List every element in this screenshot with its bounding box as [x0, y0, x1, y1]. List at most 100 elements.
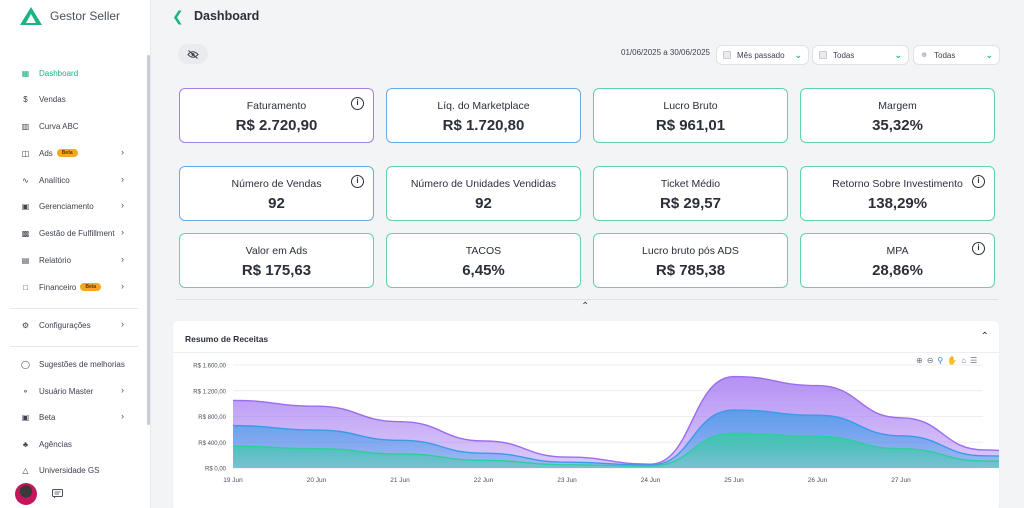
home-icon[interactable]: ⌂ [961, 356, 967, 365]
building-icon: ▥ [21, 121, 30, 131]
sidebar-item-anal-tico[interactable]: ∿ Analítico › [20, 172, 130, 188]
metric-label: Líq. do Marketplace [437, 100, 530, 112]
info-icon[interactable]: i [972, 242, 985, 255]
sidebar-item-label: Analítico [39, 175, 70, 185]
sidebar-item-label: Beta [39, 412, 56, 422]
bulb-icon: ◯ [21, 359, 30, 369]
back-chevron-icon[interactable]: ❮ [172, 8, 184, 24]
metric-card-mpa: MPA 28,86% i [800, 233, 995, 288]
metric-value: 138,29% [867, 195, 928, 212]
metric-card-tacos: TACOS 6,45% [386, 233, 581, 288]
metric-value: R$ 1.720,80 [442, 117, 525, 134]
chat-icon[interactable] [52, 489, 63, 499]
metric-label: Lucro Bruto [663, 100, 718, 112]
sidebar-item-configura-es[interactable]: ⚙ Configurações › [20, 317, 130, 333]
info-icon[interactable]: i [972, 175, 985, 188]
x-tick-label: 20 Jun [307, 477, 327, 484]
sidebar-item-dashboard[interactable]: ▦ Dashboard [20, 65, 130, 81]
account-select[interactable]: ☻ Todas ⌄ [913, 45, 1000, 65]
beta-badge: Beta [56, 149, 78, 157]
metric-label: Faturamento [246, 100, 307, 112]
series-line-2 [232, 432, 999, 467]
series-line-0 [232, 375, 999, 465]
zoom-out-icon[interactable]: ⊖ [926, 356, 934, 365]
metric-value: R$ 785,38 [655, 262, 726, 279]
metric-value: R$ 29,57 [660, 195, 721, 212]
sidebar-item-ag-ncias[interactable]: ♣ Agências [20, 436, 130, 452]
chart-toolbar: ⊕ ⊖ ⚲ ✋ ⌂ ☰ [916, 356, 977, 365]
sidebar-item-gest-o-de-fulfillment[interactable]: ▩ Gestão de Fulfillment › [20, 225, 130, 241]
sidebar-divider [10, 308, 138, 309]
brand[interactable]: Gestor Seller [20, 7, 120, 25]
metric-card-margem: Margem 35,32% [800, 88, 995, 143]
y-tick-label: R$ 1.200,00 [193, 389, 226, 395]
sidebar-item-label: Vendas [39, 94, 66, 104]
avatar[interactable] [15, 483, 37, 505]
metric-label: Número de Vendas [231, 178, 322, 190]
metric-label: Margem [878, 100, 917, 112]
sidebar-item-vendas[interactable]: $ Vendas [20, 91, 130, 107]
metric-label: TACOS [465, 245, 502, 257]
sidebar-item-financeiro[interactable]: □ Financeiro Beta › [20, 279, 130, 295]
y-tick-label: R$ 1.600,00 [193, 364, 226, 370]
series-line-1 [232, 409, 999, 466]
sidebar-item-label: Ads [39, 148, 53, 158]
x-tick-label: 26 Jun [808, 477, 828, 484]
sidebar-item-label: Usuário Master [39, 386, 94, 396]
metric-card-lucro-bruto: Lucro Bruto R$ 961,01 [593, 88, 788, 143]
period-select[interactable]: Mês passado ⌄ [716, 45, 809, 65]
metric-label: Valor em Ads [245, 245, 308, 257]
pan-hand-icon[interactable]: ✋ [947, 356, 958, 365]
sidebar-item-label: Configurações [39, 320, 91, 330]
x-tick-label: 24 Jun [641, 477, 661, 484]
sidebar-item-label: Agências [39, 439, 72, 449]
metric-card-retorno-sobre-investimento: Retorno Sobre Investimento 138,29% i [800, 166, 995, 221]
dollar-icon: $ [23, 94, 28, 104]
page-title: Dashboard [194, 9, 260, 23]
chevron-down-icon: ⌄ [985, 50, 993, 60]
sidebar-item-usu-rio-master[interactable]: ⚬ Usuário Master › [20, 383, 130, 399]
sidebar-item-label: Universidade GS [39, 465, 100, 475]
metric-card-n-mero-de-unidades-vendidas: Número de Unidades Vendidas 92 [386, 166, 581, 221]
sidebar-item-sugest-es-de-melhorias[interactable]: ◯ Sugestões de melhorias [20, 356, 130, 372]
pulse-icon: ∿ [22, 175, 29, 185]
sidebar-item-label: Gerenciamento [39, 201, 94, 211]
truck-icon: ▩ [21, 228, 30, 238]
magnify-icon[interactable]: ⚲ [937, 356, 944, 365]
menu-icon[interactable]: ☰ [970, 356, 978, 365]
x-tick-label: 23 Jun [557, 477, 577, 484]
chevron-right-icon: › [121, 319, 124, 329]
metric-value: 92 [268, 195, 285, 212]
clipboard-icon: ▤ [21, 255, 30, 265]
sidebar-item-universidade-gs[interactable]: △ Universidade GS [20, 462, 130, 478]
hide-values-button[interactable] [178, 44, 208, 64]
chevron-right-icon: › [121, 174, 124, 184]
info-icon[interactable]: i [351, 97, 364, 110]
metric-label: Ticket Médio [660, 178, 721, 190]
sidebar-item-relat-rio[interactable]: ▤ Relatório › [20, 252, 130, 268]
x-tick-label: 19 Jun [223, 477, 243, 484]
zoom-in-icon[interactable]: ⊕ [916, 356, 923, 365]
sidebar-scrollbar[interactable] [147, 55, 150, 425]
metric-value: 92 [475, 195, 492, 212]
info-icon[interactable]: i [351, 175, 364, 188]
eye-off-icon [187, 49, 199, 59]
metric-value: 35,32% [872, 117, 923, 134]
sidebar-item-label: Sugestões de melhorias [39, 359, 125, 369]
metric-value: 28,86% [872, 262, 923, 279]
sidebar-item-beta[interactable]: ▣ Beta › [20, 409, 130, 425]
y-tick-label: R$ 0,00 [205, 467, 227, 473]
sidebar-item-curva-abc[interactable]: ▥ Curva ABC [20, 118, 130, 134]
logo-icon [20, 7, 42, 25]
sidebar-item-gerenciamento[interactable]: ▣ Gerenciamento › [20, 198, 130, 214]
metric-value: R$ 961,01 [655, 117, 726, 134]
chevron-right-icon: › [121, 147, 124, 157]
sidebar-item-ads[interactable]: ◫ Ads Beta › [20, 145, 130, 161]
sidebar: Gestor Seller ▦ Dashboard $ Vendas ▥ Curva AB… [0, 0, 151, 508]
y-tick-label: R$ 800,00 [198, 415, 226, 421]
date-range-text: 01/06/2025 a 30/06/2025 [621, 48, 710, 57]
account-select-value: Todas [934, 50, 956, 60]
panel-collapse-icon[interactable]: ⌃ [980, 331, 989, 342]
collapse-cards-icon[interactable]: ⌃ [581, 301, 590, 312]
store-select[interactable]: Todas ⌄ [812, 45, 909, 65]
